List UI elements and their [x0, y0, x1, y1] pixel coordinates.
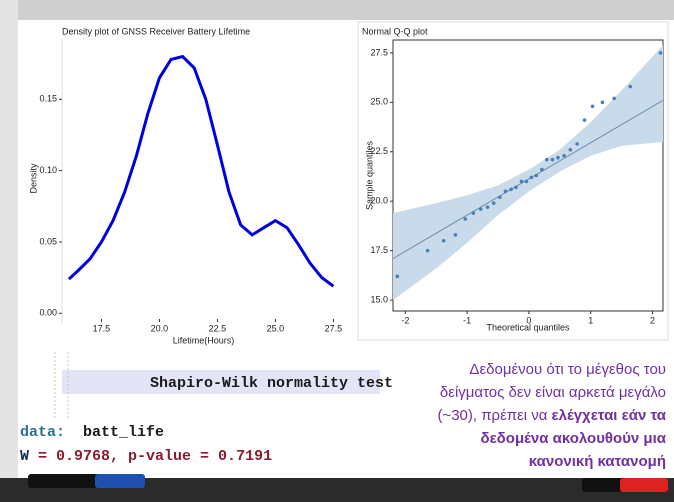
- data-value: batt_life: [83, 424, 165, 441]
- qq-point: [550, 157, 555, 162]
- y-tick-label: 0.00: [39, 308, 57, 318]
- y-tick-label: 27.5: [370, 47, 388, 57]
- qq-point: [545, 157, 549, 162]
- y-tick-label: 20.0: [370, 196, 388, 206]
- reference-line: [392, 99, 664, 259]
- y-axis-label: Density: [28, 163, 38, 194]
- marker: [582, 478, 622, 492]
- qq-point: [453, 233, 458, 237]
- x-axis-label: Lifetime(Hours): [173, 335, 235, 345]
- x-tick-label: -1: [463, 315, 471, 325]
- qq-point: [425, 248, 430, 253]
- qq-point: [534, 173, 539, 178]
- qq-point: [590, 104, 595, 109]
- qq-point: [575, 142, 579, 146]
- stat-line: W = 0.9768, p-value = 0.7191: [20, 448, 272, 465]
- qq-point: [485, 205, 490, 209]
- highlight-bar: [62, 370, 380, 394]
- note-text: ελέγχεται εάν τα: [551, 407, 666, 424]
- qq-point: [524, 179, 529, 184]
- x-tick-label: 27.5: [325, 323, 343, 333]
- qq-point: [568, 147, 573, 152]
- test-heading: Shapiro-Wilk normality test: [150, 375, 394, 392]
- qq-point: [498, 195, 502, 200]
- note-text: Δεδομένου ότι το μέγεθος του: [469, 361, 666, 378]
- x-tick-label: 20.0: [151, 323, 169, 333]
- qq-point: [628, 84, 633, 89]
- qq-point: [395, 274, 400, 279]
- note-line: Δεδομένου ότι το μέγεθος του: [437, 358, 666, 381]
- data-line: data: batt_life: [20, 424, 164, 441]
- marker: [95, 474, 145, 488]
- y-tick-label: 22.5: [370, 146, 388, 156]
- note-text: δεδομένα ακολουθούν μια: [480, 430, 666, 447]
- x-axis-label: Theoretical quantiles: [486, 322, 570, 332]
- qq-point: [540, 167, 544, 172]
- chart-title: Density plot of GNSS Receiver Battery Li…: [62, 26, 250, 36]
- y-tick-label: 15.0: [370, 294, 388, 304]
- x-tick-label: 0: [526, 315, 531, 325]
- qq-point: [519, 179, 524, 184]
- marker: [620, 478, 668, 492]
- note-text: κανονική κατανομή: [528, 453, 666, 470]
- qq-point: [441, 238, 446, 243]
- note-line: (~30), πρέπει να ελέγχεται εάν τα: [437, 404, 666, 427]
- y-axis-label: Sample quantiles: [364, 140, 374, 210]
- x-tick-label: -2: [401, 315, 409, 325]
- chart-title: Normal Q-Q plot: [362, 26, 428, 36]
- qq-point: [600, 100, 605, 105]
- qq-point: [556, 155, 560, 160]
- qq-point: [582, 118, 587, 122]
- x-tick-label: 1: [588, 315, 593, 325]
- qq-point: [612, 96, 616, 101]
- stat-value: = 0.9768, p-value = 0.7191: [38, 448, 273, 465]
- qq-point: [478, 207, 483, 211]
- note-line: δείγματος δεν είναι αρκετά μεγάλο: [437, 381, 666, 404]
- qq-point: [658, 51, 663, 55]
- note-line: δεδομένα ακολουθούν μια: [437, 427, 666, 450]
- note-text: δείγματος δεν είναι αρκετά μεγάλο: [439, 384, 666, 401]
- qq-point: [471, 211, 476, 215]
- x-tick-label: 22.5: [209, 323, 227, 333]
- qq-point: [491, 201, 496, 205]
- data-key: data:: [20, 424, 66, 441]
- top-frame: [0, 0, 674, 20]
- qq-point: [463, 217, 468, 221]
- note: Δεδομένου ότι το μέγεθος του δείγματος δε…: [437, 358, 666, 473]
- y-tick-label: 0.05: [39, 236, 57, 246]
- qq-point: [503, 189, 508, 194]
- note-text: (~30), πρέπει να: [437, 407, 548, 424]
- x-tick-label: 17.5: [93, 323, 111, 333]
- confidence-band: [393, 45, 663, 301]
- density-line: [67, 54, 335, 288]
- y-tick-label: 0.15: [39, 94, 57, 104]
- stat-key: W: [20, 448, 30, 465]
- plot-frame: [392, 39, 664, 312]
- x-tick-label: 2: [650, 315, 655, 325]
- y-tick-label: 17.5: [370, 245, 388, 255]
- x-tick-label: 25.0: [267, 323, 285, 333]
- qq-point: [509, 187, 513, 192]
- qq-point: [514, 185, 518, 190]
- marker: [28, 474, 108, 488]
- qq-point: [529, 175, 534, 180]
- note-line: κανονική κατανομή: [437, 450, 666, 473]
- qq-point: [562, 153, 566, 158]
- density-panel: [22, 22, 352, 340]
- y-tick-label: 0.10: [39, 165, 57, 175]
- y-tick-label: 25.0: [370, 97, 388, 107]
- left-frame: [0, 0, 18, 502]
